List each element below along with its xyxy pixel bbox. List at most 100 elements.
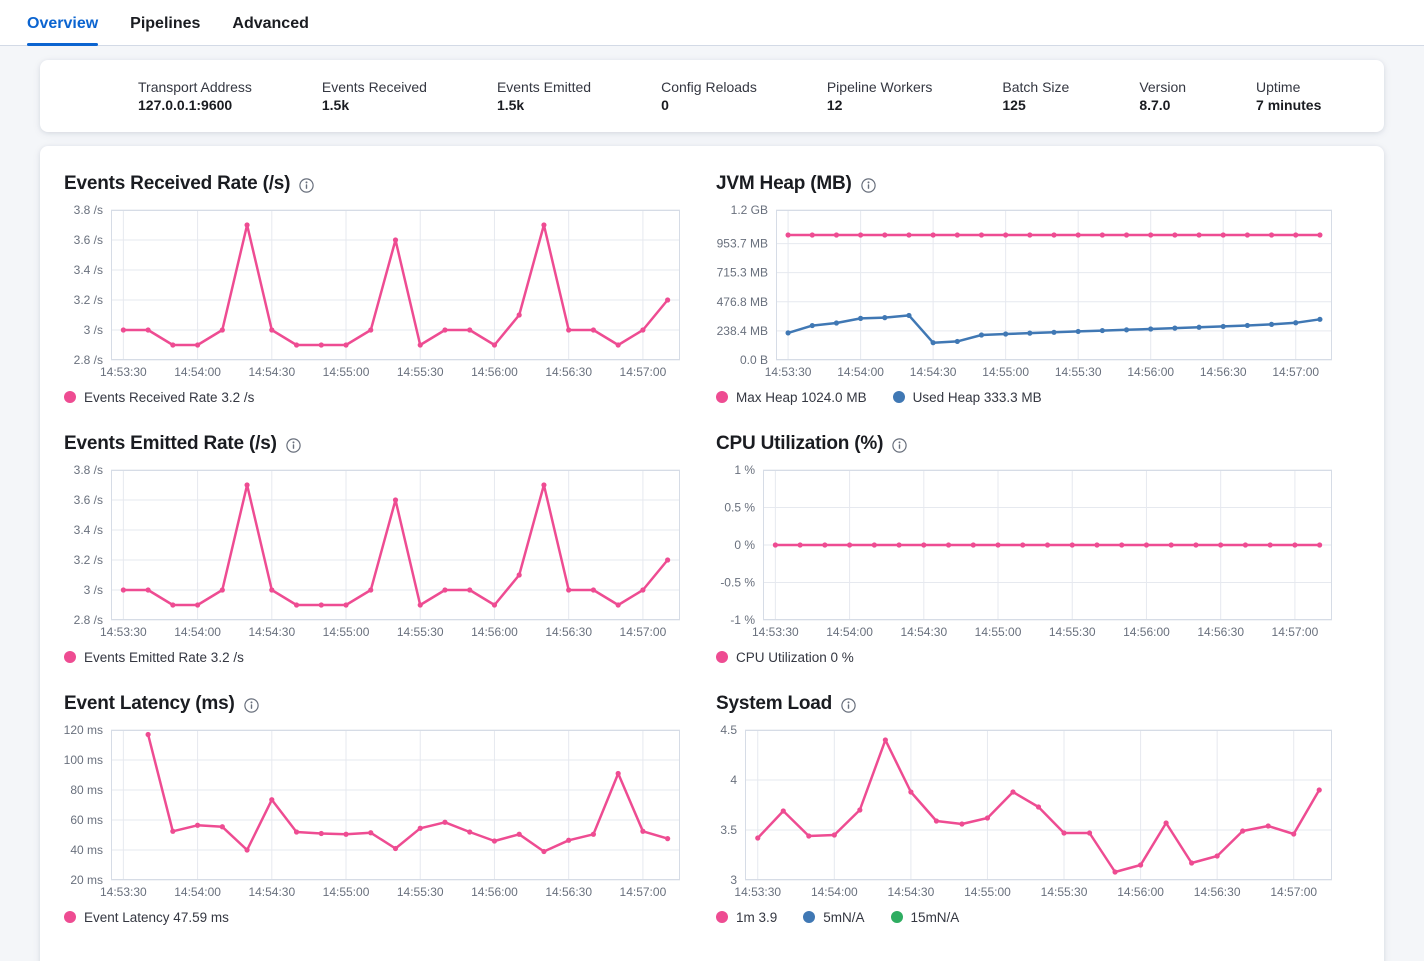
svg-text:14:54:00: 14:54:00 (826, 625, 873, 639)
tab-pipelines[interactable]: Pipelines (130, 0, 200, 45)
svg-text:14:53:30: 14:53:30 (752, 625, 799, 639)
tab-pipelines-label: Pipelines (130, 14, 201, 32)
legend-item[interactable]: Events Received Rate 3.2 /s (64, 390, 254, 405)
svg-text:14:54:30: 14:54:30 (910, 365, 957, 379)
svg-text:3.6 /s: 3.6 /s (74, 233, 103, 247)
legend-item[interactable]: Used Heap 333.3 MB (892, 389, 1042, 405)
svg-text:14:55:00: 14:55:00 (975, 625, 1022, 639)
svg-text:0.0 B: 0.0 B (740, 353, 768, 367)
svg-text:80 ms: 80 ms (70, 783, 103, 797)
svg-text:14:53:30: 14:53:30 (100, 625, 147, 639)
legend-item[interactable]: 5mN/A (803, 909, 865, 925)
svg-text:2.8 /s: 2.8 /s (74, 353, 103, 367)
legend-label: Events Received Rate 3.2 /s (84, 389, 255, 405)
svg-text:14:54:30: 14:54:30 (248, 885, 295, 899)
legend-dot-icon (716, 911, 728, 923)
svg-text:3.8 /s: 3.8 /s (74, 464, 103, 477)
line-chart-svg: -1 % -0.5 % 0 % 0.5 % 1 % 14:53:30 14:54:00 14:… (720, 463, 1332, 639)
svg-text:40 ms: 40 ms (70, 843, 103, 857)
chart-title: JVM Heap (MB) (716, 173, 852, 194)
info-icon[interactable] (841, 697, 856, 713)
svg-text:14:54:30: 14:54:30 (248, 365, 295, 379)
legend-item[interactable]: Event Latency 47.59 ms (64, 910, 229, 925)
stat-events-emitted: Events Emitted 1.5k (497, 78, 591, 115)
chart-events-emitted-rate: Events Emitted Rate (/s) 2.8 /s 3 /s 3.2 /… (64, 432, 684, 668)
line-chart-svg: 0.0 B 238.4 MB 476.8 MB 715.3 MB 953.7 MB 1.2… (717, 203, 1332, 379)
legend-label: Event Latency 47.59 ms (84, 909, 229, 925)
chart-canvas[interactable]: -1 % -0.5 % 0 % 0.5 % 1 % 14:53:30 14:54:00 14:… (716, 463, 1336, 642)
legend-item[interactable]: Events Emitted Rate 3.2 /s (64, 650, 244, 665)
info-icon[interactable] (299, 177, 314, 193)
svg-text:14:55:30: 14:55:30 (397, 885, 444, 899)
svg-text:3.4 /s: 3.4 /s (74, 263, 103, 277)
stat-label: Uptime (1256, 78, 1301, 95)
legend-dot-icon (892, 391, 905, 403)
chart-legend: CPU Utilization 0 % (716, 646, 1336, 668)
chart-title: Event Latency (ms) (64, 693, 235, 714)
chart-title-row: Event Latency (ms) (64, 692, 684, 716)
svg-text:1 %: 1 % (734, 464, 755, 477)
svg-text:14:56:30: 14:56:30 (545, 365, 592, 379)
stat-label: Batch Size (1002, 78, 1070, 95)
stat-uptime: Uptime 7 minutes (1256, 78, 1321, 115)
svg-text:14:56:00: 14:56:00 (471, 885, 518, 899)
legend-label: 5mN/A (823, 909, 865, 925)
tab-overview[interactable]: Overview (27, 0, 99, 46)
legend-item[interactable]: 1m 3.9 (716, 910, 777, 925)
legend-item[interactable]: Max Heap 1024.0 MB (716, 390, 867, 405)
info-icon[interactable] (286, 437, 301, 453)
chart-title: System Load (716, 693, 833, 714)
info-icon[interactable] (861, 177, 876, 193)
chart-jvm-heap: JVM Heap (MB) 0.0 B 238.4 MB 476.8 MB 715.3… (716, 172, 1336, 408)
legend-label: Used Heap 333.3 MB (912, 389, 1042, 405)
chart-title: Events Received Rate (/s) (64, 173, 291, 194)
svg-text:14:55:30: 14:55:30 (397, 365, 444, 379)
node-summary-panel: Transport Address 127.0.0.1:9600 Events … (40, 60, 1384, 132)
svg-text:14:53:30: 14:53:30 (734, 885, 781, 899)
chart-canvas[interactable]: 3 3.5 4 4.5 14:53:30 14:54:00 14:54:30 14:55:00… (716, 723, 1336, 902)
svg-text:3.8 /s: 3.8 /s (74, 204, 103, 217)
chart-title-row: System Load (716, 692, 1336, 716)
svg-text:3.2 /s: 3.2 /s (74, 553, 103, 567)
svg-text:953.7 MB: 953.7 MB (717, 237, 768, 251)
stat-events-received: Events Received 1.5k (322, 78, 427, 115)
chart-title-row: Events Received Rate (/s) (64, 172, 684, 196)
info-icon[interactable] (892, 437, 907, 453)
stat-transport-address: Transport Address 127.0.0.1:9600 (138, 78, 252, 115)
svg-text:238.4 MB: 238.4 MB (717, 324, 768, 338)
tab-advanced[interactable]: Advanced (232, 0, 308, 45)
legend-label: CPU Utilization 0 % (736, 649, 854, 665)
chart-canvas[interactable]: 2.8 /s 3 /s 3.2 /s 3.4 /s 3.6 /s 3.8 /s 14:53:… (64, 203, 684, 382)
svg-text:1.2 GB: 1.2 GB (731, 204, 768, 217)
chart-canvas[interactable]: 0.0 B 238.4 MB 476.8 MB 715.3 MB 953.7 MB 1.2… (716, 203, 1336, 382)
stat-batch-size: Batch Size 125 (1002, 78, 1069, 115)
svg-text:14:55:30: 14:55:30 (1049, 625, 1096, 639)
legend-dot-icon (64, 911, 76, 923)
stat-label: Pipeline Workers (826, 78, 933, 95)
info-icon[interactable] (243, 697, 259, 713)
legend-item[interactable]: CPU Utilization 0 % (716, 650, 854, 665)
stat-value: 12 (826, 96, 843, 113)
chart-legend: Events Emitted Rate 3.2 /s (64, 646, 684, 668)
svg-text:3 /s: 3 /s (84, 323, 103, 337)
stat-value: 8.7.0 (1139, 96, 1171, 113)
svg-text:14:57:00: 14:57:00 (1272, 625, 1319, 639)
svg-text:14:53:30: 14:53:30 (765, 365, 812, 379)
svg-text:120 ms: 120 ms (64, 724, 103, 737)
legend-label: Events Emitted Rate 3.2 /s (84, 649, 244, 665)
chart-title: CPU Utilization (%) (716, 433, 884, 454)
chart-canvas[interactable]: 2.8 /s 3 /s 3.2 /s 3.4 /s 3.6 /s 3.8 /s 14:53:… (64, 463, 684, 642)
legend-dot-icon (803, 911, 816, 923)
chart-title-row: JVM Heap (MB) (716, 172, 1336, 196)
stat-value: 1.5k (321, 96, 350, 113)
chart-canvas[interactable]: 20 ms 40 ms 60 ms 80 ms 100 ms 120 ms 14:53:30… (64, 723, 684, 902)
svg-text:4: 4 (730, 773, 737, 787)
stat-value: 0 (661, 96, 669, 113)
svg-text:14:55:00: 14:55:00 (964, 885, 1011, 899)
stat-label: Transport Address (138, 78, 252, 95)
legend-item[interactable]: 15mN/A (890, 910, 959, 925)
svg-text:14:55:30: 14:55:30 (1041, 885, 1088, 899)
line-chart-svg: 2.8 /s 3 /s 3.2 /s 3.4 /s 3.6 /s 3.8 /s 14:53:… (74, 463, 680, 639)
chart-legend: Events Received Rate 3.2 /s (64, 386, 684, 408)
stat-version: Version 8.7.0 (1139, 78, 1186, 115)
